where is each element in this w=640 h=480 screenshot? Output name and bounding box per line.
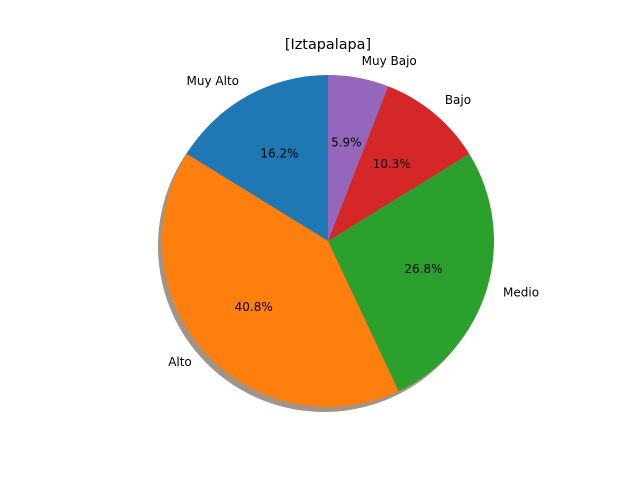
chart-title: [Iztapalapa] <box>285 37 371 53</box>
slice-label-medio: Medio <box>503 286 539 300</box>
pct-label-muy-bajo: 5.9% <box>331 136 362 150</box>
pct-label-medio: 26.8% <box>404 262 442 276</box>
pie-slice-muy-alto <box>186 75 328 241</box>
pie-labels: Muy Alto 16.2% Alto 40.8% Medio 26.8% Bajo 10.3… <box>168 54 539 369</box>
pie-slice-bajo <box>328 86 470 242</box>
pct-label-bajo: 10.3% <box>373 157 411 171</box>
pct-label-alto: 40.8% <box>235 300 273 314</box>
pie-slices <box>162 75 494 407</box>
pct-label-muy-alto: 16.2% <box>260 147 298 161</box>
pie-slice-muy-bajo <box>328 75 389 241</box>
slice-label-alto: Alto <box>168 355 192 369</box>
pie-slice-alto <box>162 153 399 407</box>
slice-label-muy-alto: Muy Alto <box>187 74 239 88</box>
pie-slice-medio <box>328 153 494 392</box>
slice-label-muy-bajo: Muy Bajo <box>362 54 417 68</box>
slice-label-bajo: Bajo <box>445 93 471 107</box>
